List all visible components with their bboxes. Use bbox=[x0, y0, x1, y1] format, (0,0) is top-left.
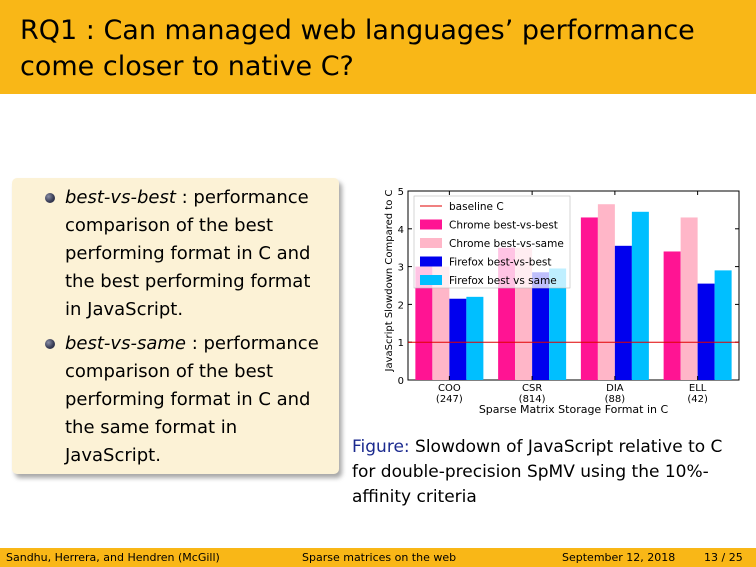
x-tick-count-label: (814) bbox=[519, 394, 546, 405]
definitions-list: best-vs-best : performance comparison of… bbox=[12, 184, 339, 476]
bar-firefox-best-vs-best bbox=[449, 298, 467, 380]
bullet-icon bbox=[45, 193, 55, 203]
bar-firefox-best-vs-same bbox=[631, 211, 649, 380]
y-tick-label: 5 bbox=[398, 187, 404, 198]
term-best-vs-same: best-vs-same bbox=[65, 333, 186, 354]
x-tick-label: COO bbox=[438, 383, 461, 394]
bar-chrome-best-vs-best bbox=[663, 251, 681, 380]
legend-entry-label: Firefox best vs same bbox=[449, 275, 557, 287]
definition-text: : performance comparison of the best per… bbox=[65, 187, 311, 320]
legend-swatch bbox=[420, 256, 442, 267]
slowdown-bar-chart: 0 1 2 3 4 5 COO(247) CSR(814) DIA(88) ELL(42) Spar… bbox=[384, 187, 740, 416]
y-tick-label: 0 bbox=[398, 376, 404, 387]
legend-entry-label: baseline C bbox=[449, 201, 504, 213]
y-tick-label: 2 bbox=[398, 300, 404, 311]
definition-text: : performance comparison of the best per… bbox=[65, 333, 319, 466]
bar-firefox-best-vs-same bbox=[549, 268, 567, 380]
x-tick-label: ELL bbox=[689, 383, 707, 394]
definitions-block: best-vs-best : performance comparison of… bbox=[12, 178, 339, 474]
figure-label: Figure: bbox=[352, 437, 410, 457]
term-best-vs-best: best-vs-best bbox=[65, 187, 176, 208]
y-tick-label: 3 bbox=[398, 263, 404, 274]
legend-entry-label: Chrome best-vs-best bbox=[449, 220, 558, 232]
bar-chrome-best-vs-same bbox=[680, 217, 698, 380]
legend-entry-label: Firefox best-vs-best bbox=[449, 257, 552, 269]
title-bar: RQ1 : Can managed web languages’ perform… bbox=[0, 0, 756, 94]
y-tick-label: 4 bbox=[398, 225, 404, 236]
x-tick-count-label: (247) bbox=[436, 394, 463, 405]
bar-firefox-best-vs-same bbox=[714, 270, 732, 380]
list-item: best-vs-same : performance comparison of… bbox=[12, 330, 339, 470]
bar-firefox-best-vs-best bbox=[532, 272, 550, 380]
y-axis-label: JavaScript Slowdown Compared to C bbox=[384, 189, 395, 372]
figure-caption-text: Slowdown of JavaScript relative to C for… bbox=[352, 437, 723, 507]
bar-chrome-best-vs-best bbox=[415, 266, 433, 380]
bullet-icon bbox=[45, 339, 55, 349]
x-tick-label: DIA bbox=[606, 383, 624, 394]
footer-bar: Sandhu, Herrera, and Hendren (McGill) Sp… bbox=[0, 548, 756, 567]
x-axis-label: Sparse Matrix Storage Format in C bbox=[479, 403, 669, 416]
legend-swatch bbox=[420, 275, 442, 285]
footer-page-number: 13 / 25 bbox=[704, 551, 743, 564]
figure-caption: Figure: Slowdown of JavaScript relative … bbox=[352, 435, 742, 510]
legend-entry-label: Chrome best-vs-same bbox=[449, 238, 564, 250]
x-tick-label: CSR bbox=[522, 383, 542, 394]
list-item: best-vs-best : performance comparison of… bbox=[12, 184, 339, 324]
footer-date: September 12, 2018 bbox=[562, 551, 676, 564]
legend-swatch bbox=[420, 238, 442, 248]
bar-chrome-best-vs-same bbox=[597, 204, 615, 380]
bar-firefox-best-vs-best bbox=[614, 245, 632, 380]
bar-chrome-best-vs-same bbox=[432, 266, 450, 380]
x-tick-count-label: (88) bbox=[605, 394, 626, 405]
bar-firefox-best-vs-same bbox=[466, 296, 484, 380]
bar-firefox-best-vs-best bbox=[697, 283, 715, 380]
x-tick-count-label: (42) bbox=[687, 394, 708, 405]
legend-swatch bbox=[420, 219, 442, 230]
footer-authors: Sandhu, Herrera, and Hendren (McGill) bbox=[6, 551, 220, 564]
y-tick-label: 1 bbox=[398, 338, 404, 349]
footer-short-title: Sparse matrices on the web bbox=[302, 551, 457, 564]
bar-chrome-best-vs-best bbox=[580, 217, 598, 380]
slide-title: RQ1 : Can managed web languages’ perform… bbox=[20, 15, 695, 82]
